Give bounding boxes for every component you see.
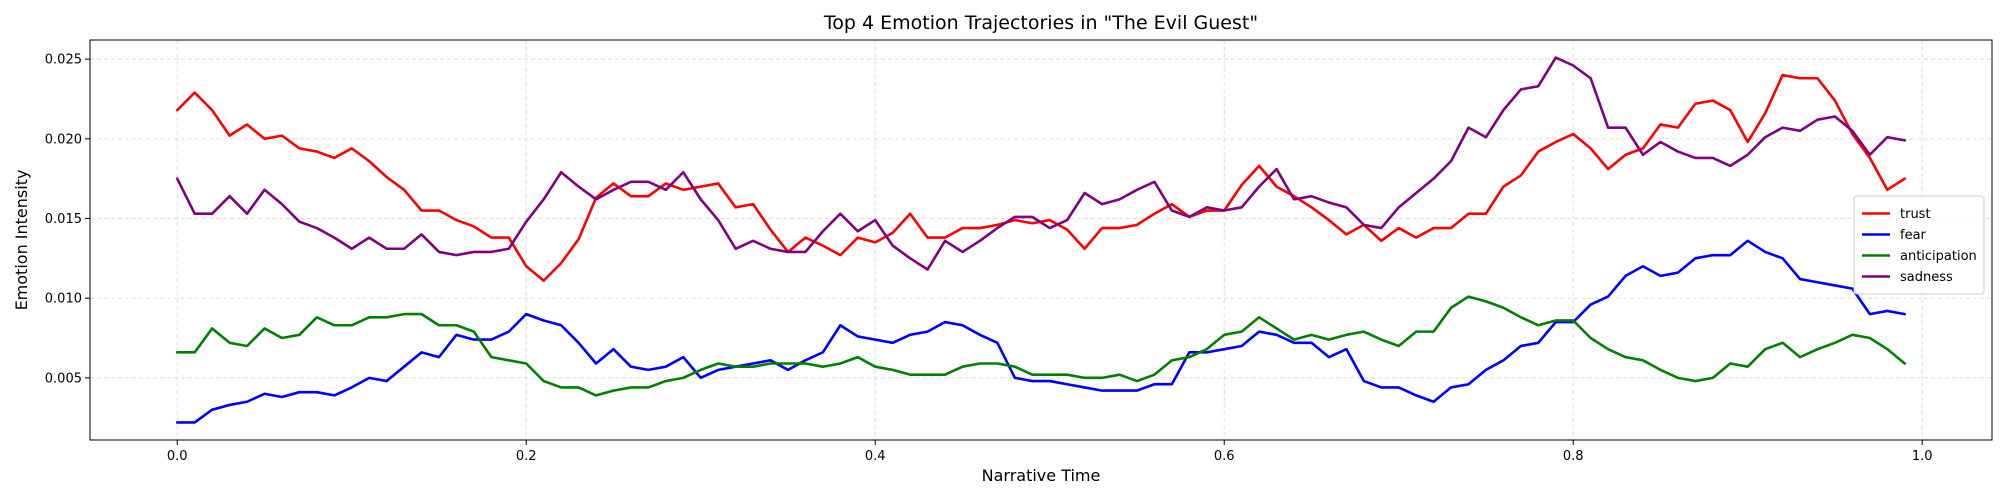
x-tick-label: 0.6 (1214, 449, 1235, 464)
y-tick-label: 0.010 (45, 292, 82, 307)
legend-label-anticipation: anticipation (1900, 249, 1977, 264)
y-tick-label: 0.005 (45, 371, 82, 386)
legend: trust fear anticipation sadness (1853, 195, 1985, 295)
x-tick-label: 0.0 (167, 449, 188, 464)
y-axis-label: Emotion Intensity (12, 170, 31, 311)
x-tick-label: 0.8 (1563, 449, 1584, 464)
series-line-anticipation (175, 295, 1907, 397)
series-layer (175, 56, 1907, 424)
plot-frame (89, 39, 1993, 441)
x-axis-label: Narrative Time (982, 466, 1101, 485)
legend-box (1853, 195, 1985, 295)
tick-layer: 0.0 0.2 0.4 0.6 0.8 1.0 0.005 0.010 0.015 0.020 0.… (45, 53, 1933, 464)
x-tick-label: 0.4 (865, 449, 886, 464)
legend-label-trust: trust (1900, 207, 1931, 222)
y-tick-label: 0.025 (45, 53, 82, 68)
legend-label-sadness: sadness (1900, 270, 1953, 285)
series-line-sadness (175, 56, 1907, 271)
series-line-fear (175, 239, 1907, 424)
y-tick-label: 0.020 (45, 132, 82, 147)
y-tick-label: 0.015 (45, 212, 82, 227)
chart-title: Top 4 Emotion Trajectories in "The Evil … (823, 12, 1258, 34)
x-tick-label: 1.0 (1912, 449, 1933, 464)
x-tick-label: 0.2 (516, 449, 537, 464)
legend-label-fear: fear (1900, 228, 1927, 243)
